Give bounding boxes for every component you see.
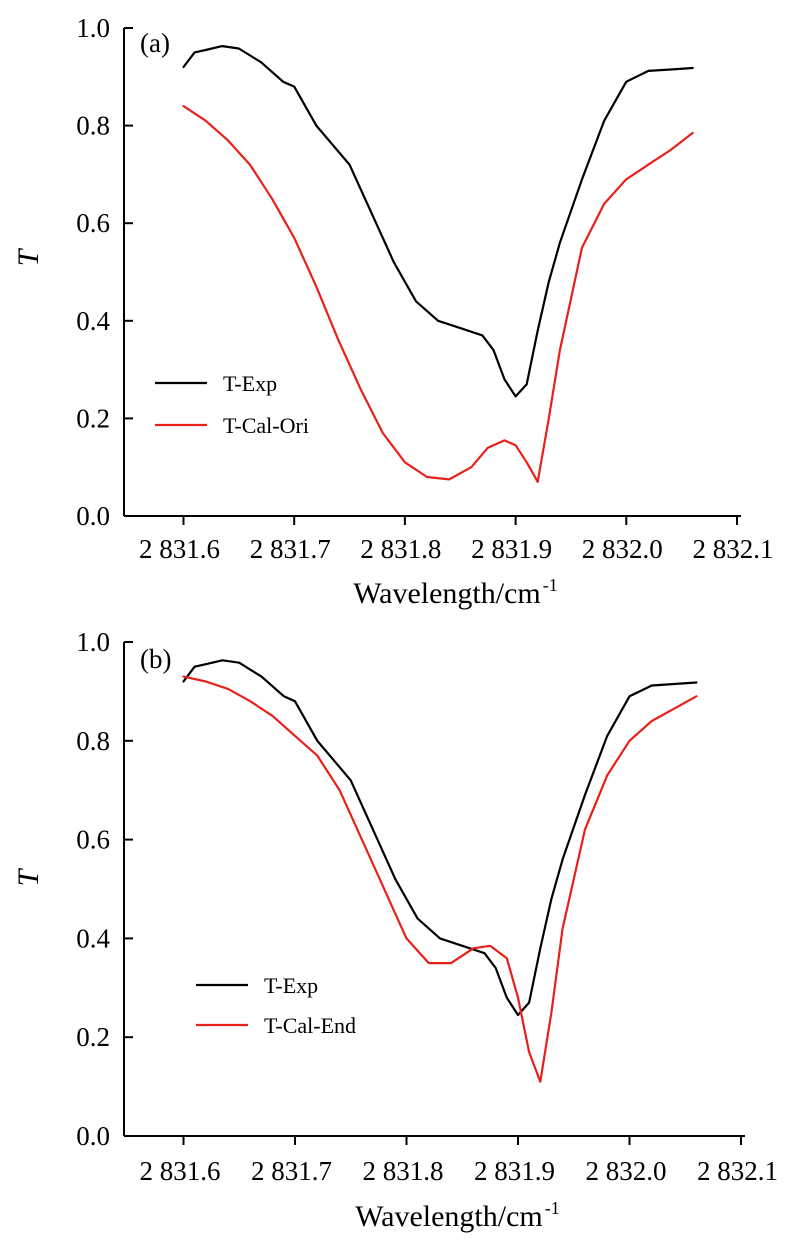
y-tick-label: 1.0 [76, 627, 110, 657]
x-tick-label: 2 831.7 [250, 534, 331, 564]
chart-panel-b: 0.0 0.2 0.4 0.6 0.8 1.0 2 831.6 2 831.7 2 831.8 2… [12, 627, 778, 1233]
x-tick-label: 2 831.9 [474, 1156, 555, 1186]
panel-label: (a) [140, 28, 170, 58]
x-tick-label: 2 831.6 [139, 534, 220, 564]
x-axis-title-main: Wavelength/cm [355, 1200, 543, 1233]
x-axis-title-superscript: -1 [543, 575, 558, 595]
x-axis-title: Wavelength/cm -1 [353, 575, 558, 610]
y-tick-label: 0.4 [76, 923, 110, 953]
chart-panel-a: 0.0 0.2 0.4 0.6 0.8 1.0 2 831.6 2 831.7 2 831.8 2… [12, 13, 774, 610]
x-tick-label: 2 831.8 [360, 534, 441, 564]
x-tick-label: 2 831.7 [251, 1156, 332, 1186]
x-tick-label: 2 831.8 [363, 1156, 444, 1186]
y-tick-label: 0.6 [76, 825, 110, 855]
y-tick-label: 0.0 [76, 501, 110, 531]
y-axis-title: T [12, 247, 45, 266]
legend: T-Exp T-Cal-End [196, 973, 356, 1038]
y-tick-label: 1.0 [76, 13, 110, 43]
x-tick-label: 2 832.0 [582, 534, 663, 564]
legend-label: T-Cal-End [264, 1013, 356, 1038]
series-line-t-cal-end [182, 675, 698, 1083]
legend: T-Exp T-Cal-Ori [155, 371, 309, 438]
y-tick-label: 0.6 [76, 208, 110, 238]
panel-label: (b) [140, 644, 171, 674]
x-tick-label: 2 831.9 [471, 534, 552, 564]
y-tick-label: 0.2 [76, 1022, 110, 1052]
y-tick-label: 0.4 [76, 306, 110, 336]
y-tick-label: 0.2 [76, 403, 110, 433]
series-line-t-exp [182, 44, 694, 398]
x-tick-label: 2 832.0 [586, 1156, 667, 1186]
y-tick-label: 0.8 [76, 726, 110, 756]
x-axis-title: Wavelength/cm -1 [355, 1198, 560, 1233]
y-tick-label: 0.0 [76, 1121, 110, 1151]
x-axis-title-superscript: -1 [545, 1198, 560, 1218]
y-axis-title: T [12, 867, 45, 886]
legend-label: T-Exp [264, 973, 318, 998]
x-tick-label: 2 832.1 [697, 1156, 778, 1186]
legend-label: T-Cal-Ori [223, 413, 309, 438]
legend-label: T-Exp [223, 371, 277, 396]
x-tick-label: 2 832.1 [693, 534, 774, 564]
series-line-t-exp [182, 659, 698, 1017]
y-tick-label: 0.8 [76, 111, 110, 141]
x-axis-title-main: Wavelength/cm [353, 577, 541, 610]
series-line-t-cal-ori [182, 104, 694, 483]
x-tick-label: 2 831.6 [140, 1156, 221, 1186]
